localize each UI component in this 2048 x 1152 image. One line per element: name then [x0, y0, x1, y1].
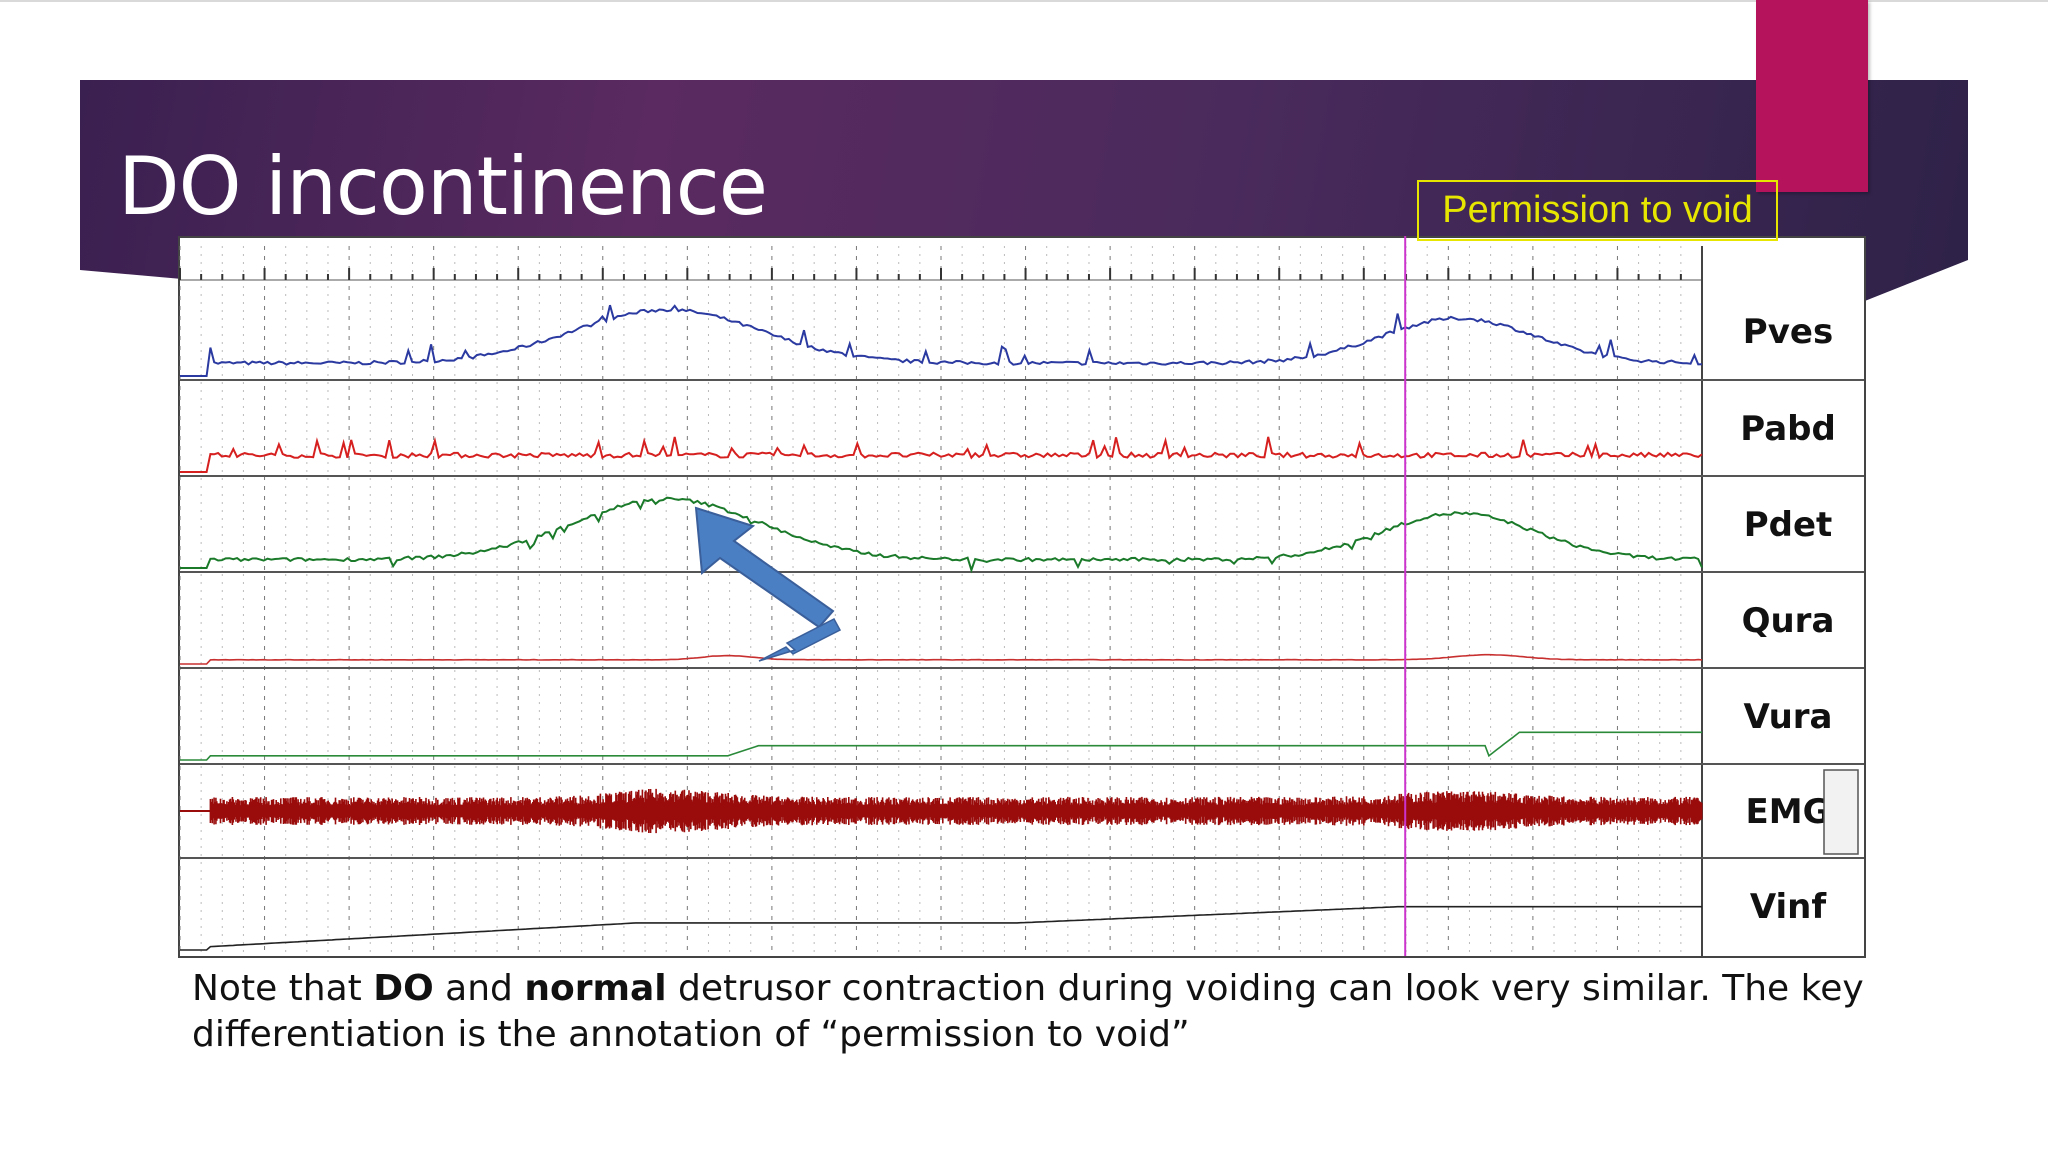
- channel-label-vinf: Vinf: [1750, 887, 1828, 927]
- vinf-trace: [180, 905, 1702, 951]
- pdet-trace: [180, 496, 1703, 574]
- channel-label-vura: Vura: [1743, 697, 1832, 737]
- pointer-arrow-small: [758, 618, 842, 662]
- urodynamic-chart-svg: Pves Pabd Pdet Qura Vura EMG Vinf: [178, 236, 1866, 958]
- note-part-2: and: [433, 968, 525, 1009]
- qura-trace: [180, 653, 1703, 665]
- pointer-arrow-large: [694, 506, 835, 629]
- chart-frame: [178, 236, 1866, 958]
- pves-trace: [180, 304, 1703, 377]
- note-bold-normal: normal: [524, 968, 667, 1009]
- accent-bar: [1756, 0, 1868, 192]
- urodynamic-chart: Pves Pabd Pdet Qura Vura EMG Vinf: [178, 236, 1866, 958]
- channel-label-pdet: Pdet: [1744, 505, 1833, 545]
- vura-trace: [180, 731, 1702, 761]
- channel-label-emg: EMG: [1746, 792, 1831, 832]
- note-part-3: detrusor contraction during voiding can …: [192, 968, 1864, 1055]
- note-bold-do: DO: [373, 968, 434, 1009]
- pabd-trace: [180, 436, 1703, 473]
- emg-scale-gadget: [1823, 769, 1859, 855]
- permission-to-void-label: Permission to void: [1417, 180, 1778, 241]
- channel-label-pabd: Pabd: [1740, 409, 1836, 449]
- channel-label-pves: Pves: [1743, 312, 1833, 352]
- slide-title: DO incontinence: [118, 140, 768, 233]
- note-part-1: Note that: [192, 968, 374, 1009]
- slide-note: Note that DO and normal detrusor contrac…: [192, 966, 1912, 1058]
- channel-label-qura: Qura: [1742, 601, 1835, 641]
- top-divider: [0, 0, 2048, 2]
